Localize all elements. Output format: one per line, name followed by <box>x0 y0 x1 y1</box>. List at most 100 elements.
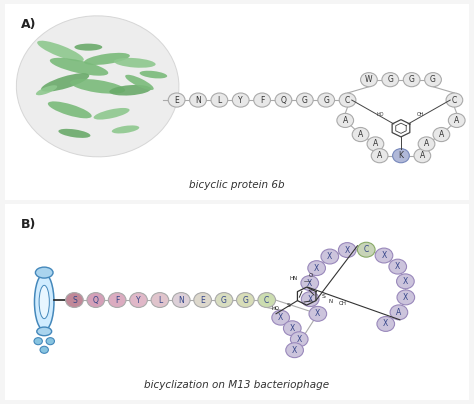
Circle shape <box>109 292 126 307</box>
Text: L: L <box>158 296 162 305</box>
Circle shape <box>309 306 327 321</box>
Circle shape <box>377 316 394 331</box>
Circle shape <box>390 305 408 320</box>
Text: A: A <box>424 139 429 148</box>
Ellipse shape <box>93 108 129 120</box>
Circle shape <box>392 149 410 163</box>
Text: X: X <box>382 251 387 260</box>
Circle shape <box>367 137 384 151</box>
Circle shape <box>361 73 377 87</box>
Circle shape <box>168 93 185 107</box>
Circle shape <box>190 93 206 107</box>
Text: G: G <box>242 296 248 305</box>
Circle shape <box>433 128 450 141</box>
Ellipse shape <box>114 58 155 68</box>
Text: bicyclic protein 6b: bicyclic protein 6b <box>189 180 285 190</box>
Text: Y: Y <box>238 96 243 105</box>
Circle shape <box>296 93 313 107</box>
Circle shape <box>448 114 465 128</box>
Circle shape <box>211 93 228 107</box>
Circle shape <box>194 292 211 307</box>
Circle shape <box>375 248 393 263</box>
Text: X: X <box>403 277 408 286</box>
Text: bicyclization on M13 bacteriophage: bicyclization on M13 bacteriophage <box>145 380 329 390</box>
Text: W: W <box>365 75 373 84</box>
Circle shape <box>446 93 463 107</box>
Ellipse shape <box>58 129 91 138</box>
Text: X: X <box>327 252 332 261</box>
Ellipse shape <box>41 73 89 92</box>
Text: N: N <box>178 296 184 305</box>
Circle shape <box>65 292 83 307</box>
Ellipse shape <box>37 41 84 61</box>
Ellipse shape <box>48 101 91 118</box>
Text: C: C <box>345 96 350 105</box>
Text: S: S <box>72 296 77 305</box>
Circle shape <box>87 292 105 307</box>
Text: X: X <box>308 295 313 304</box>
FancyBboxPatch shape <box>1 1 473 203</box>
Text: G: G <box>302 96 308 105</box>
Text: A: A <box>377 151 382 160</box>
Circle shape <box>237 292 254 307</box>
Text: C: C <box>364 245 369 254</box>
Text: S: S <box>321 294 325 299</box>
Text: A: A <box>373 139 378 148</box>
Text: A: A <box>454 116 459 125</box>
Text: A): A) <box>21 18 36 31</box>
Ellipse shape <box>109 85 151 96</box>
Circle shape <box>339 93 356 107</box>
Ellipse shape <box>36 85 57 95</box>
Text: L: L <box>217 96 221 105</box>
Text: HO: HO <box>376 112 384 117</box>
Circle shape <box>275 93 292 107</box>
Text: X: X <box>345 246 350 255</box>
Circle shape <box>40 346 48 354</box>
Circle shape <box>337 114 354 128</box>
Circle shape <box>173 292 190 307</box>
Text: A: A <box>396 308 401 317</box>
Text: X: X <box>292 346 297 355</box>
Circle shape <box>308 261 326 276</box>
Text: F: F <box>115 296 119 305</box>
Circle shape <box>286 343 303 358</box>
Text: O: O <box>308 273 312 278</box>
Circle shape <box>34 338 42 345</box>
Text: G: G <box>221 296 227 305</box>
Ellipse shape <box>37 327 52 336</box>
Ellipse shape <box>74 44 102 50</box>
Ellipse shape <box>50 58 108 76</box>
Circle shape <box>46 338 55 345</box>
Text: OH: OH <box>339 301 347 306</box>
Text: G: G <box>430 75 436 84</box>
Text: X: X <box>278 313 283 322</box>
Text: Q: Q <box>93 296 99 305</box>
Text: S: S <box>287 303 291 308</box>
Ellipse shape <box>112 125 139 133</box>
Text: G: G <box>323 96 329 105</box>
Text: Q: Q <box>281 96 286 105</box>
Text: HN: HN <box>290 276 298 281</box>
Text: C: C <box>452 96 457 105</box>
Circle shape <box>130 292 147 307</box>
Circle shape <box>254 93 271 107</box>
Text: K: K <box>399 151 403 160</box>
Text: X: X <box>315 309 320 318</box>
Text: X: X <box>290 324 295 333</box>
FancyBboxPatch shape <box>1 201 473 403</box>
Text: OH: OH <box>417 112 424 117</box>
Circle shape <box>403 73 420 87</box>
Text: G: G <box>387 75 393 84</box>
Text: Y: Y <box>136 296 141 305</box>
Text: A: A <box>439 130 444 139</box>
Ellipse shape <box>39 285 49 319</box>
Circle shape <box>283 321 301 336</box>
Text: A: A <box>358 130 363 139</box>
Circle shape <box>301 292 319 307</box>
Text: F: F <box>260 96 264 105</box>
Circle shape <box>389 259 407 274</box>
Ellipse shape <box>36 267 53 278</box>
Circle shape <box>272 310 290 325</box>
Ellipse shape <box>35 274 54 330</box>
Text: B): B) <box>21 218 36 231</box>
